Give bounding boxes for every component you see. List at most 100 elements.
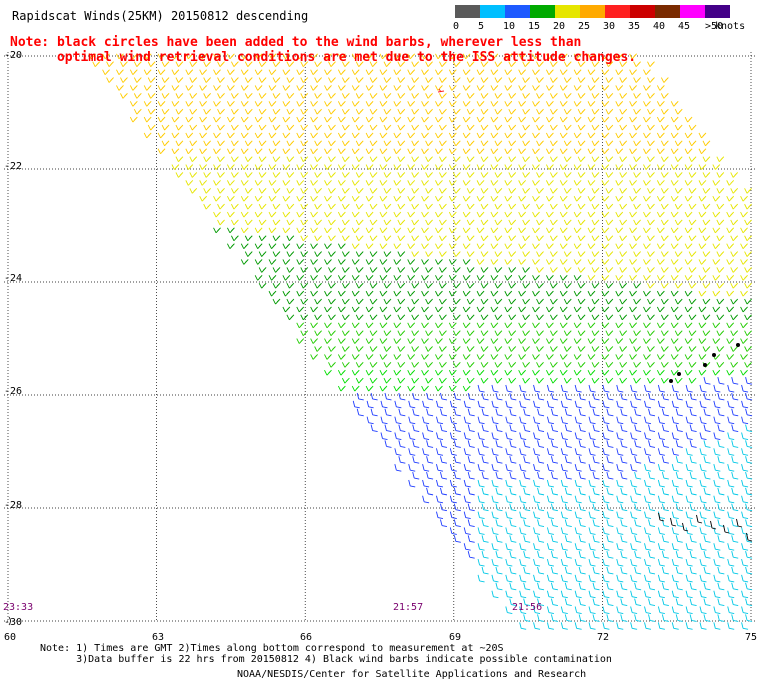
wind-barb bbox=[383, 77, 392, 83]
wind-barb bbox=[495, 535, 503, 543]
wind-barb bbox=[171, 132, 180, 139]
wind-barb bbox=[300, 314, 309, 321]
wind-barb bbox=[296, 243, 305, 249]
wind-barb bbox=[559, 369, 568, 376]
wind-barb bbox=[161, 108, 170, 115]
wind-barb bbox=[685, 511, 693, 520]
wind-barb bbox=[411, 330, 420, 336]
wind-barbs bbox=[88, 53, 753, 630]
wind-barb bbox=[537, 424, 545, 433]
wind-barb bbox=[563, 61, 572, 68]
wind-barb bbox=[745, 377, 753, 385]
wind-barb bbox=[699, 543, 707, 551]
wind-barb bbox=[272, 61, 281, 68]
wind-barb bbox=[286, 251, 295, 257]
wind-barb bbox=[546, 338, 554, 344]
wind-barb bbox=[337, 227, 346, 234]
wind-barb bbox=[310, 164, 318, 170]
wind-barb bbox=[717, 566, 725, 575]
wind-barb bbox=[616, 400, 624, 409]
wind-barb bbox=[537, 598, 545, 607]
wind-barb bbox=[629, 116, 637, 123]
wind-barb bbox=[522, 298, 530, 305]
wind-barb bbox=[657, 464, 665, 472]
wind-barb bbox=[546, 85, 554, 91]
wind-barb bbox=[258, 108, 267, 115]
wind-barb bbox=[379, 132, 388, 139]
wind-barb bbox=[324, 53, 332, 60]
wind-barb bbox=[407, 211, 416, 218]
wind-barb bbox=[605, 219, 614, 226]
wind-barb bbox=[440, 456, 448, 464]
wind-barb bbox=[619, 282, 628, 289]
wind-barb bbox=[740, 290, 748, 297]
wind-barb bbox=[116, 85, 124, 91]
wind-barb bbox=[717, 408, 725, 417]
wind-barb bbox=[577, 251, 586, 257]
wind-barb bbox=[717, 598, 725, 607]
wind-barb bbox=[523, 424, 531, 433]
wind-barb bbox=[684, 354, 693, 360]
wind-barb bbox=[504, 354, 513, 360]
wind-barb bbox=[240, 164, 249, 170]
wind-barb bbox=[490, 69, 499, 75]
wind-barb bbox=[684, 369, 693, 376]
wind-barb bbox=[578, 487, 586, 496]
wind-barb bbox=[268, 211, 277, 218]
wind-barb bbox=[620, 424, 628, 433]
wind-barb bbox=[578, 440, 586, 448]
wind-barb bbox=[647, 172, 655, 178]
wind-barb bbox=[591, 108, 600, 115]
wind-barb bbox=[615, 290, 624, 297]
wind-barb bbox=[532, 132, 540, 139]
wind-barb bbox=[591, 61, 600, 68]
wind-barb bbox=[272, 203, 281, 210]
wind-barb bbox=[258, 219, 267, 226]
wind-barb bbox=[560, 558, 568, 567]
wind-barb bbox=[407, 259, 416, 265]
wind-barb bbox=[533, 479, 541, 488]
wind-barb bbox=[602, 400, 610, 409]
wind-barb bbox=[703, 614, 711, 622]
wind-barb bbox=[106, 77, 114, 83]
wind-barb bbox=[522, 187, 530, 194]
wind-barb bbox=[407, 69, 416, 75]
wind-barb bbox=[699, 464, 707, 472]
wind-barb bbox=[726, 259, 735, 265]
wind-barb bbox=[518, 243, 526, 249]
wind-barb bbox=[656, 211, 665, 218]
wind-barb bbox=[509, 535, 517, 543]
wind-barb bbox=[143, 100, 152, 107]
wind-barb bbox=[324, 100, 332, 107]
wind-barb bbox=[550, 582, 558, 591]
wind-barb bbox=[383, 361, 392, 368]
wind-barb bbox=[592, 424, 600, 433]
wind-barb bbox=[689, 519, 697, 527]
wind-barb bbox=[745, 519, 753, 527]
wind-barb bbox=[448, 100, 457, 107]
wind-barb bbox=[365, 195, 374, 202]
wind-barb bbox=[120, 61, 128, 68]
wind-barb bbox=[448, 290, 457, 297]
wind-barb bbox=[629, 85, 637, 91]
wind-barb bbox=[324, 259, 332, 265]
flag-circle bbox=[703, 363, 707, 367]
wind-barb bbox=[254, 100, 263, 107]
wind-barb bbox=[310, 322, 318, 329]
wind-barb bbox=[341, 93, 350, 99]
wind-barb bbox=[439, 156, 447, 162]
wind-barb bbox=[615, 306, 624, 313]
wind-barb bbox=[698, 338, 707, 344]
wind-barb bbox=[546, 211, 554, 218]
wind-barb bbox=[578, 424, 586, 433]
wind-barb bbox=[407, 338, 416, 344]
wind-barb bbox=[213, 53, 221, 60]
wind-barb bbox=[703, 519, 711, 527]
wind-barb bbox=[426, 392, 434, 401]
wind-barb bbox=[480, 124, 489, 131]
wind-barb bbox=[439, 251, 447, 257]
wind-barb bbox=[495, 408, 503, 417]
wind-barb bbox=[425, 172, 433, 178]
wind-barb bbox=[574, 606, 582, 614]
wind-barb bbox=[369, 124, 378, 131]
